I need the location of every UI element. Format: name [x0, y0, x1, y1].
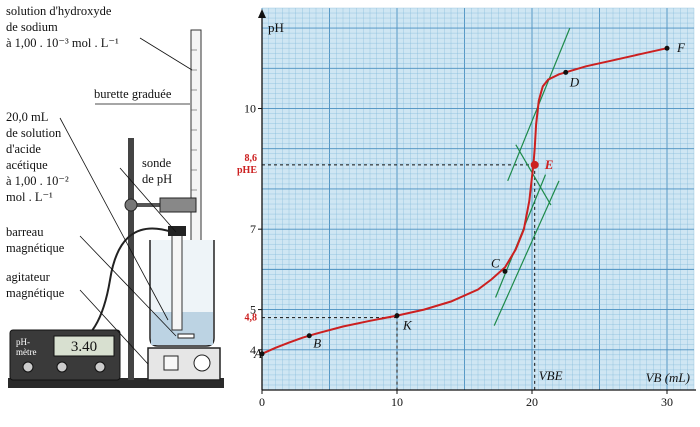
label-burette: burette graduée [94, 87, 172, 101]
ph-curve [261, 47, 668, 355]
point-a [259, 351, 265, 357]
titration-chart: 0 10 20 30 4 5 7 10 pH VB (mL) 8,6 pHE 4,8 VBE A B K C E D F [232, 0, 700, 422]
vbe-label: VBE [539, 368, 563, 383]
y-tick-label: 7 [250, 222, 256, 236]
stand-base [8, 378, 224, 388]
clamp-knob [124, 198, 138, 212]
titration-apparatus: pH- mètre 3.40 solution d'hydroxyde de s… [0, 0, 232, 422]
point-c [502, 268, 508, 274]
label-naoh-2: de sodium [6, 20, 58, 34]
burette [190, 29, 202, 261]
point-label-e: E [544, 157, 554, 172]
ph-meter-knob-1 [22, 361, 34, 373]
leader-lines [59, 37, 193, 365]
x-tick-label: 0 [259, 395, 265, 409]
ph-meter-knob-2 [56, 361, 68, 373]
label-acid-3: d'acide [6, 142, 41, 156]
y-axis-label: pH [268, 20, 284, 35]
ph-meter-label-2: mètre [16, 347, 37, 357]
label-probe-1: sonde [142, 156, 172, 170]
ph-meter-reading: 3.40 [71, 339, 97, 355]
label-acid-6: mol . L⁻¹ [6, 190, 53, 204]
x-tick-label: 20 [526, 395, 538, 409]
stirrer-dial [193, 354, 211, 372]
apparatus-labels: solution d'hydroxyde de sodium à 1,00 . … [6, 4, 172, 300]
label-stirrer-1: agitateur [6, 270, 51, 284]
label-probe-2: de pH [142, 172, 172, 186]
tangent-mid [515, 144, 552, 206]
label-naoh-1: solution d'hydroxyde [6, 4, 112, 18]
stand-rod [128, 138, 134, 380]
y-tick-label: 5 [250, 303, 256, 317]
label-stirrer-2: magnétique [6, 286, 65, 300]
special-y-sublabel: pHE [237, 165, 257, 176]
x-axis-label: VB (mL) [646, 370, 690, 385]
label-acid-4: acétique [6, 158, 48, 172]
label-acid-5: à 1,00 . 10⁻² [6, 174, 69, 188]
ph-probe-cap [168, 226, 186, 236]
label-acid-1: 20,0 mL [6, 110, 48, 124]
label-naoh-3: à 1,00 . 10⁻³ mol . L⁻¹ [6, 36, 119, 50]
point-k [394, 313, 400, 319]
special-y-label: 4,8 [245, 313, 258, 324]
point-d [563, 69, 569, 75]
apparatus-drawing: pH- mètre 3.40 solution d'hydroxyde de s… [6, 4, 224, 388]
point-label-b: B [313, 336, 321, 351]
point-label-k: K [402, 318, 413, 333]
x-tick-label: 10 [391, 395, 403, 409]
ph-probe [171, 231, 183, 331]
point-e [530, 160, 539, 169]
point-label-d: D [569, 74, 580, 89]
stirrer-switch [163, 355, 179, 371]
probe-clamp [159, 197, 197, 213]
y-tick-label: 4 [250, 343, 256, 357]
point-f [664, 45, 670, 51]
label-acid-2: de solution [6, 126, 62, 140]
point-label-f: F [676, 40, 686, 55]
y-axis-arrow [258, 9, 266, 18]
point-label-c: C [491, 255, 500, 270]
label-bar-2: magnétique [6, 241, 65, 255]
special-y-label: 8,6 [245, 153, 258, 164]
ph-meter-label-1: pH- [16, 337, 30, 347]
stir-bar [177, 333, 195, 339]
x-tick-label: 30 [661, 395, 673, 409]
point-b [306, 333, 312, 339]
tangent-lower [493, 180, 560, 326]
ph-meter-screen [53, 335, 115, 357]
point-label-a: A [253, 346, 262, 361]
ph-meter-knob-3 [94, 361, 106, 373]
y-tick-label: 10 [244, 102, 256, 116]
label-bar-1: barreau [6, 225, 44, 239]
